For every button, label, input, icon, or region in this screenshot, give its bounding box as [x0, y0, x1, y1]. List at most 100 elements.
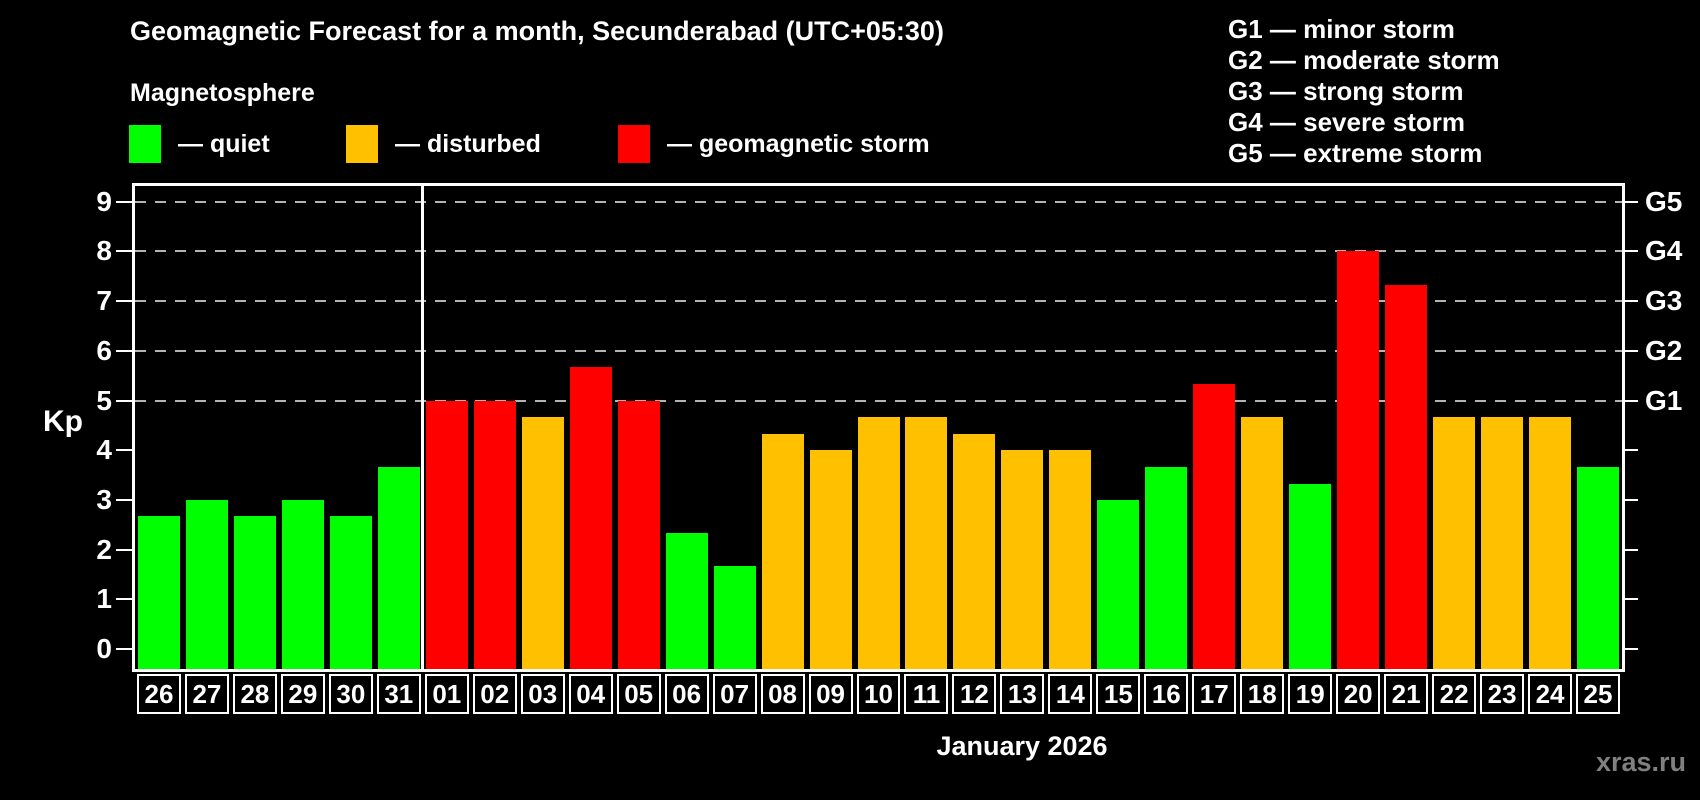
quiet-color-swatch	[129, 125, 161, 163]
day-label-22: 22	[1432, 674, 1477, 714]
day-label-26: 26	[137, 674, 181, 714]
bar-day-17	[1193, 384, 1236, 669]
day-label-21: 21	[1384, 674, 1429, 714]
bar-day-16	[1145, 466, 1188, 669]
grid-line-kp5	[135, 399, 1622, 402]
y-tick-label-7: 7	[96, 285, 112, 317]
y-tick-label-6: 6	[96, 334, 112, 366]
right-axis-tick-9	[1622, 200, 1638, 203]
legend-label-storm: — geomagnetic storm	[667, 129, 930, 158]
y-axis-title-kp: Kp	[43, 405, 83, 438]
bar-day-31	[377, 466, 420, 669]
bar-day-05	[617, 400, 660, 669]
day-label-25: 25	[1576, 674, 1620, 714]
right-axis-tick-1	[1622, 598, 1638, 601]
bar-day-09	[809, 450, 852, 669]
bar-day-03	[521, 416, 564, 669]
day-label-09: 09	[808, 674, 853, 714]
bar-day-11	[905, 416, 948, 669]
grid-line-kp8	[135, 250, 1622, 253]
legend-item-disturbed: — disturbed	[346, 124, 541, 164]
g-legend-line-g1: G1 — minor storm	[1228, 14, 1455, 44]
bar-day-15	[1097, 499, 1140, 669]
legend-item-storm: — geomagnetic storm	[618, 124, 930, 164]
day-label-03: 03	[520, 674, 565, 714]
y-axis-tick-8	[116, 250, 132, 253]
day-label-18: 18	[1240, 674, 1285, 714]
bar-day-04	[569, 367, 612, 669]
day-label-04: 04	[568, 674, 613, 714]
day-label-05: 05	[616, 674, 661, 714]
bar-day-06	[665, 533, 708, 669]
storm-color-swatch	[618, 125, 650, 163]
day-label-23: 23	[1480, 674, 1525, 714]
day-label-27: 27	[184, 674, 229, 714]
bar-day-18	[1241, 416, 1284, 669]
disturbed-color-swatch	[346, 125, 378, 163]
legend-label-quiet: — quiet	[178, 129, 270, 158]
g-scale-legend: G1 — minor storm G2 — moderate storm G3 …	[1228, 14, 1500, 169]
y-axis-tick-6	[116, 349, 132, 352]
y-axis-tick-4	[116, 449, 132, 452]
day-label-01: 01	[424, 674, 469, 714]
y-axis-tick-9	[116, 200, 132, 203]
bar-day-29	[281, 499, 324, 669]
day-label-06: 06	[664, 674, 709, 714]
day-label-10: 10	[856, 674, 901, 714]
grid-line-kp6	[135, 349, 1622, 352]
y-axis-tick-1	[116, 598, 132, 601]
bar-day-28	[233, 516, 276, 669]
bar-day-26	[137, 516, 180, 669]
grid-line-kp9	[135, 200, 1622, 203]
g-axis-label-g4: G4	[1645, 235, 1683, 267]
month-separator	[421, 186, 425, 669]
y-tick-label-4: 4	[96, 434, 112, 466]
day-label-28: 28	[232, 674, 277, 714]
y-axis-tick-5	[116, 399, 132, 402]
day-label-19: 19	[1288, 674, 1333, 714]
day-label-02: 02	[472, 674, 517, 714]
right-axis-tick-0	[1622, 648, 1638, 650]
day-axis-row: 26 27 28 29 30 31 01 02 03 04 05 06 07 08 09 10 11 12 13 14…	[135, 672, 1622, 716]
bar-day-22	[1433, 416, 1476, 669]
day-label-14: 14	[1048, 674, 1093, 714]
right-axis-tick-5	[1622, 399, 1638, 402]
g-legend-line-g4: G4 — severe storm	[1228, 107, 1466, 137]
g-legend-line-g2: G2 — moderate storm	[1228, 45, 1500, 75]
g-axis-label-g2: G2	[1645, 334, 1683, 366]
grid-line-kp7	[135, 300, 1622, 303]
day-label-16: 16	[1144, 674, 1189, 714]
day-label-12: 12	[952, 674, 997, 714]
y-tick-label-9: 9	[96, 185, 112, 217]
bar-day-14	[1049, 450, 1092, 669]
day-label-30: 30	[328, 674, 373, 714]
page-title: Geomagnetic Forecast for a month, Secund…	[130, 16, 944, 46]
bar-day-25	[1577, 466, 1620, 669]
day-label-15: 15	[1096, 674, 1141, 714]
y-tick-label-3: 3	[96, 483, 112, 515]
bar-day-21	[1385, 284, 1428, 669]
g-legend-line-g3: G3 — strong storm	[1228, 76, 1464, 106]
bar-day-08	[761, 433, 804, 669]
legend-label-disturbed: — disturbed	[395, 129, 541, 158]
bar-day-01	[425, 400, 468, 669]
month-label: January 2026	[936, 731, 1108, 761]
bar-day-24	[1529, 416, 1572, 669]
y-tick-label-2: 2	[96, 533, 112, 565]
y-axis-tick-2	[116, 548, 132, 551]
right-axis-tick-6	[1622, 349, 1638, 352]
day-label-13: 13	[1000, 674, 1045, 714]
plot-area	[132, 183, 1625, 672]
bar-day-02	[473, 400, 516, 669]
day-label-20: 20	[1336, 674, 1381, 714]
bar-day-12	[953, 433, 996, 669]
right-axis-tick-7	[1622, 300, 1638, 303]
bar-day-23	[1481, 416, 1524, 669]
legend-item-quiet: — quiet	[129, 124, 270, 164]
right-axis-tick-4	[1622, 449, 1638, 452]
y-tick-label-8: 8	[96, 235, 112, 267]
bar-day-10	[857, 416, 900, 669]
g-legend-line-g5: G5 — extreme storm	[1228, 138, 1483, 168]
right-axis-tick-8	[1622, 250, 1638, 253]
y-axis-tick-7	[116, 300, 132, 303]
